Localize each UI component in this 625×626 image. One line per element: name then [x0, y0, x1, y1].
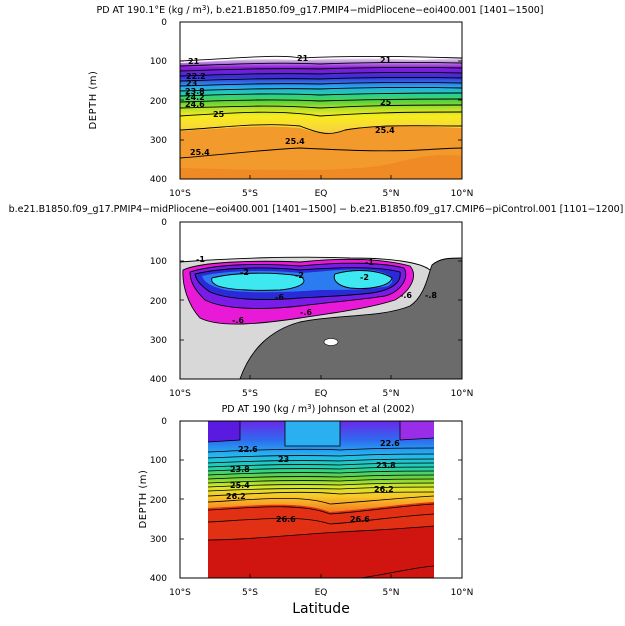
p1-label-11: 25.4 [285, 137, 305, 146]
panel-3-x-tick-labels: 10°S 5°S EQ 5°N 10°N [169, 588, 473, 598]
p2-label-4: -2 [360, 273, 369, 282]
p3-xtick-2: EQ [315, 588, 328, 598]
p1-ytick-3: 300 [150, 136, 167, 146]
p2-xtick-0: 10°S [169, 389, 191, 399]
p1-label-1: 21 [297, 54, 309, 63]
p3-label-0: 22.6 [238, 445, 258, 454]
p3-ytick-0: 0 [161, 417, 167, 427]
panel-3-title: PD AT 190 (kg / m3) Johnson et al (2002) [222, 403, 415, 415]
p3-label-9: 26.6 [350, 515, 370, 524]
p2-xtick-4: 10°N [451, 389, 474, 399]
panel-2-dark-gray-region [240, 258, 462, 379]
p1-xtick-1: 5°S [242, 189, 258, 199]
panel-3-ticks [180, 459, 462, 578]
p3-xtick-4: 10°N [451, 588, 474, 598]
p2-label-9: -.8 [425, 291, 437, 300]
p2-label-8: -.6 [400, 291, 412, 300]
p2-label-3: -2 [295, 271, 304, 280]
p2-xtick-1: 5°S [242, 389, 258, 399]
p1-label-4: 23 [186, 79, 197, 88]
p1-label-0: 21 [188, 57, 200, 66]
panel-1-contour-labels: 21 21 21 22.2 23 23.8 24.2 24.6 25 25 25… [185, 54, 395, 157]
p1-xtick-2: EQ [315, 189, 328, 199]
panel-2-plot-area: -1 -1 -2 -2 -2 -6 -.6 -.6 -.6 -.8 [180, 222, 462, 379]
p1-ytick-2: 200 [150, 97, 167, 107]
p3-label-4: 23.8 [376, 461, 396, 470]
p2-label-1: -1 [365, 258, 374, 267]
p1-label-10: 25.4 [190, 148, 210, 157]
panel-2-ticks [180, 260, 462, 379]
p3-label-5: 25.4 [230, 481, 250, 490]
panel-2-contour-labels: -1 -1 -2 -2 -2 -6 -.6 -.6 -.6 -.8 [196, 255, 437, 325]
p1-label-3: 22.2 [186, 72, 206, 81]
panel-1-contour-lines [180, 55, 462, 159]
panel-1-title: PD AT 190.1°E (kg / m3), b.e21.B1850.f09… [96, 4, 543, 16]
p1-label-8: 25 [213, 110, 225, 119]
p1-xtick-3: 5°N [383, 189, 400, 199]
panel-3-ylabel: DEPTH (m) [138, 470, 149, 529]
p3-label-7: 26.2 [374, 485, 394, 494]
panel-3-contour-labels: 22.6 22.6 23 23.8 23.8 25.4 26.2 26.2 26… [226, 439, 400, 524]
p2-xtick-2: EQ [315, 389, 328, 399]
p3-xtick-0: 10°S [169, 588, 191, 598]
panel-1-ticks [180, 60, 462, 179]
panel-2-white-blob [323, 338, 339, 346]
p1-label-5: 23.8 [185, 87, 205, 96]
p2-ytick-3: 300 [150, 336, 167, 346]
p1-ytick-0: 0 [161, 18, 167, 28]
p2-label-0: -1 [196, 255, 205, 264]
p1-label-7: 24.6 [185, 100, 205, 109]
panel-3-xlabel: Latitude [292, 601, 350, 617]
panel-1-ylabel: DEPTH (m) [88, 71, 99, 130]
p3-ytick-1: 100 [150, 456, 167, 466]
p1-label-9: 25 [380, 98, 392, 107]
panel-1-plot-area: 21 21 21 22.2 23 23.8 24.2 24.6 25 25 25… [180, 22, 462, 179]
p2-ytick-4: 400 [150, 375, 167, 385]
p3-ytick-4: 400 [150, 574, 167, 584]
p2-ytick-1: 100 [150, 257, 167, 267]
p2-xtick-3: 5°N [383, 389, 400, 399]
panel-1-y-tick-labels: 0 100 200 300 400 [150, 18, 167, 185]
p2-ytick-0: 0 [161, 218, 167, 228]
panel-3-y-tick-labels: 0 100 200 300 400 [150, 417, 167, 584]
p3-xtick-1: 5°S [242, 588, 258, 598]
p1-xtick-4: 10°N [451, 189, 474, 199]
p2-label-7: -.6 [300, 308, 312, 317]
p2-label-6: -.6 [232, 316, 244, 325]
panel-1: PD AT 190.1°E (kg / m3), b.e21.B1850.f09… [88, 4, 544, 199]
panel-3: PD AT 190 (kg / m3) Johnson et al (2002) [138, 403, 473, 617]
p3-ytick-3: 300 [150, 535, 167, 545]
p1-label-6: 24.2 [185, 93, 205, 102]
p2-ytick-2: 200 [150, 297, 167, 307]
panel-2-x-tick-labels: 10°S 5°S EQ 5°N 10°N [169, 389, 473, 399]
panel-1-x-tick-labels: 10°S 5°S EQ 5°N 10°N [169, 189, 473, 199]
p3-label-3: 23.8 [230, 465, 250, 474]
p3-label-2: 23 [278, 455, 289, 464]
p1-label-2: 21 [380, 56, 392, 65]
p1-ytick-1: 100 [150, 57, 167, 67]
panel-2-y-tick-labels: 0 100 200 300 400 [150, 218, 167, 385]
p1-ytick-4: 400 [150, 175, 167, 185]
p2-label-2: -2 [240, 268, 249, 277]
p1-xtick-0: 10°S [169, 189, 191, 199]
p2-label-5: -6 [275, 293, 284, 302]
panel-2: b.e21.B1850.f09_g17.PMIP4−midPliocene−eo… [9, 204, 624, 399]
panel-3-plot-area: 22.6 22.6 23 23.8 23.8 25.4 26.2 26.2 26… [180, 421, 462, 578]
p3-label-1: 22.6 [380, 439, 400, 448]
p3-label-8: 26.6 [276, 515, 296, 524]
panel-3-contour-lines [207, 421, 435, 578]
p3-xtick-3: 5°N [383, 588, 400, 598]
p1-label-12: 25.4 [375, 126, 395, 135]
p3-label-6: 26.2 [226, 492, 246, 501]
panel-2-contour-lines [180, 256, 462, 379]
panel-2-title: b.e21.B1850.f09_g17.PMIP4−midPliocene−eo… [9, 204, 624, 215]
p3-ytick-2: 200 [150, 496, 167, 506]
